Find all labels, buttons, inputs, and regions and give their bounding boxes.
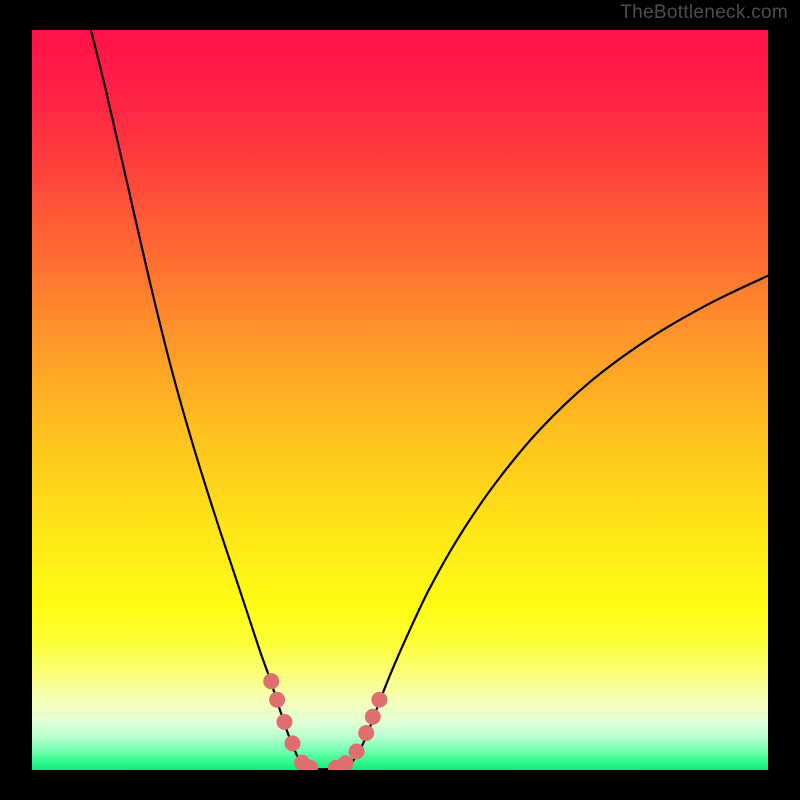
watermark-text: TheBottleneck.com: [620, 2, 788, 24]
chart-background: [32, 30, 768, 770]
chart-container: TheBottleneck.com: [0, 0, 800, 800]
